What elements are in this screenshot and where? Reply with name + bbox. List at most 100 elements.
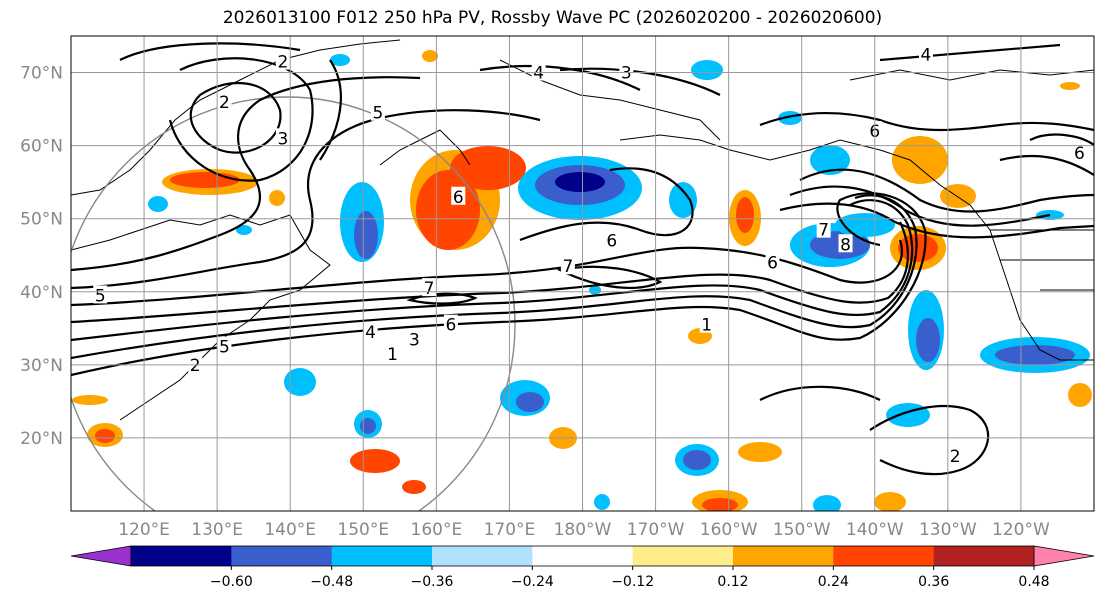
negative-anomaly [236,225,252,235]
contour-label: 4 [533,64,544,84]
lat-tick-label: 60°N [20,137,63,157]
lon-tick-label: 160°E [411,520,463,540]
contour-label-bg [443,314,458,333]
contour-label-bg [363,321,378,340]
colorbar-segment [231,546,333,566]
colorbar-segment [532,546,634,566]
contour-label-bg [918,44,933,63]
contour-label-bg [275,128,290,147]
colorbar-segment [432,546,533,566]
contour-label-bg [217,336,232,355]
lat-tick-label: 20°N [20,429,63,449]
contour-label-bg [1072,142,1087,161]
positive-anomaly [269,190,285,206]
longitude-labels: 120°E 130°E 140°E 150°E 160°E 170°E 180°W 170°W… [118,520,1050,540]
negative-anomaly [995,345,1075,365]
positive-anomaly [72,395,108,405]
colorbar-tick-label: −0.12 [611,574,654,590]
contour-label: 5 [219,338,230,358]
positive-anomaly [736,197,754,233]
lon-tick-label: 150°E [337,520,389,540]
contour-label: 6 [606,232,617,252]
contour-label: 2 [190,356,201,376]
contour-label: 8 [840,235,851,255]
contour-label: 6 [453,188,464,208]
contour-label: 5 [95,286,106,306]
rossby-wave-circle [71,96,516,511]
contour-label: 6 [446,316,457,336]
negative-anomaly [284,368,316,396]
contour-label: 4 [365,323,376,343]
lon-tick-label: 140°E [264,520,316,540]
positive-anomaly [898,234,938,262]
negative-anomaly [691,60,723,80]
contour-label: 7 [424,279,435,299]
contour-label-bg [217,91,232,110]
positive-anomaly [450,146,526,190]
contour-label-bg [948,446,963,465]
negative-anomaly [330,54,350,66]
colorbar-segment [632,546,734,566]
contour-label-bg [765,252,780,271]
contour-label: 2 [277,53,288,73]
negative-anomaly [148,196,168,212]
lon-tick-label: 160°W [700,520,758,540]
positive-anomaly [1068,383,1092,407]
contour-label-bg [275,51,290,70]
colorbar-segment [131,546,232,566]
lon-tick-label: 130°E [191,520,243,540]
contour-label: 2 [219,93,230,113]
map-frame [70,35,1095,512]
contour-label-bg [531,62,546,81]
contour-label: 7 [818,221,829,241]
positive-anomaly [350,449,400,473]
positive-anomaly [170,172,240,188]
contour-label: 2 [950,447,961,467]
positive-anomaly [1060,82,1080,90]
lon-tick-label: 170°E [484,520,536,540]
contour-label-bg [838,234,853,253]
negative-anomaly [516,392,544,412]
colorbar-segment [833,546,935,566]
lon-tick-label: 120°W [992,520,1050,540]
colorbar-segment [733,546,834,566]
positive-anomaly [738,442,782,462]
colorbar: −0.60 −0.48 −0.36 −0.24 −0.12 0.12 0.24 0.36 0.4… [70,545,1095,590]
contour-label-bg [451,186,466,205]
latitude-labels: 70°N 60°N 50°N 40°N 30°N 20°N [20,64,63,449]
lon-tick-label: 150°W [773,520,831,540]
lon-tick-label: 140°W [846,520,904,540]
contour-label-bg [370,102,385,121]
lat-tick-label: 40°N [20,283,63,303]
chart-title: 2026013100 F012 250 hPa PV, Rossby Wave … [222,8,883,28]
contour-label: 1 [701,316,712,336]
negative-anomaly [669,182,697,218]
contour-label: 5 [372,104,383,124]
positive-anomaly [892,136,948,184]
contour-label: 6 [1074,144,1085,164]
contour-label: 7 [562,257,573,277]
graticule [71,36,1094,511]
colorbar-tick-label: −0.60 [210,574,253,590]
positive-anomaly [940,184,976,208]
pv-contours [71,42,1094,476]
lat-tick-label: 70°N [20,64,63,84]
negative-anomaly [810,145,850,175]
colorbar-tick-label: −0.48 [310,574,353,590]
positive-anomaly [95,429,115,443]
colorbar-outline [130,545,1035,567]
colorbar-tick-label: 0.36 [918,574,949,590]
negative-anomaly [683,450,711,470]
contour-label-bg [619,62,634,81]
contour-label: 3 [277,129,288,149]
contour-label-bg [604,230,619,249]
contour-label-bg [407,329,422,348]
negative-anomaly [916,318,940,362]
positive-anomaly [702,498,738,511]
colorbar-segment [933,546,1035,566]
negative-anomaly [555,172,605,192]
negative-anomaly [354,211,378,259]
contour-label-bg [385,343,400,362]
